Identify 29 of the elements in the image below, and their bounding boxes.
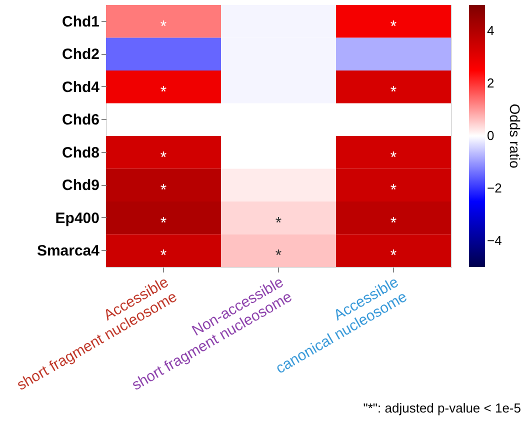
data-label: * xyxy=(275,214,282,232)
color-bar-label: −2 xyxy=(487,180,502,196)
y-tick-label: Ep400 xyxy=(55,210,100,227)
data-label: * xyxy=(160,214,167,232)
y-tick-label: Chd9 xyxy=(62,177,100,194)
color-bar-label: 4 xyxy=(487,23,494,38)
y-tick-label: Chd6 xyxy=(62,112,100,129)
data-label: * xyxy=(390,214,397,232)
y-tick-label: Chd1 xyxy=(62,13,100,30)
data-label: * xyxy=(160,182,167,200)
data-label: * xyxy=(390,248,397,265)
data-label: * xyxy=(160,248,167,265)
data-label: * xyxy=(390,84,397,101)
data-label: * xyxy=(390,18,397,36)
color-bar-title: Odds ratio xyxy=(507,104,523,169)
data-label: * xyxy=(160,149,167,166)
color-bar-label: 0 xyxy=(487,128,494,143)
y-tick-label: Chd4 xyxy=(62,78,100,96)
y-tick-label: Chd2 xyxy=(62,46,100,64)
color-bar-label: −4 xyxy=(487,232,502,248)
text: "*": adjusted p-value < 1e-5 xyxy=(363,400,521,416)
data-label: * xyxy=(390,182,397,200)
data-label: * xyxy=(160,84,167,101)
color-bar-label: 2 xyxy=(487,76,494,91)
y-tick-label: Chd8 xyxy=(62,144,100,162)
data-label: * xyxy=(390,149,397,166)
y-tick-label: Smarca4 xyxy=(36,242,100,260)
data-label: * xyxy=(160,18,167,36)
data-label: * xyxy=(275,248,282,265)
